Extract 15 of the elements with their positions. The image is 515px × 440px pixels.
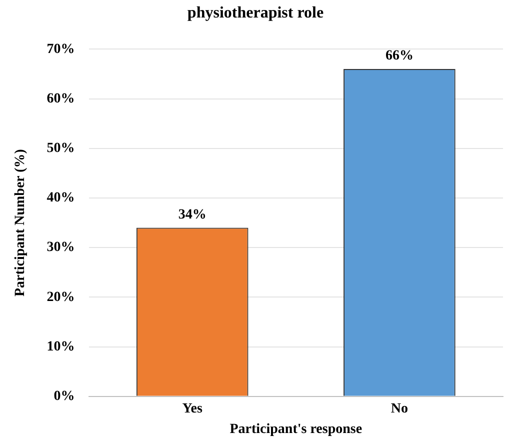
y-axis-title: Participant Number (%) <box>13 148 28 297</box>
y-tick-label: 30% <box>46 240 75 256</box>
y-tick-label: 0% <box>54 389 75 404</box>
x-tick-label: No <box>390 401 408 416</box>
y-tick-label: 20% <box>46 290 75 305</box>
x-axis-title: Participant's response <box>230 422 362 438</box>
chart-title: physiotherapist role <box>187 4 324 22</box>
y-tick-label: 40% <box>46 190 75 206</box>
data-label: 66% <box>385 48 414 64</box>
y-tick-label: 10% <box>46 339 75 354</box>
y-tick-label: 70% <box>46 42 75 57</box>
y-tick-label: 50% <box>46 141 75 156</box>
y-tick-label: 60% <box>46 91 75 106</box>
data-label: 34% <box>178 207 206 222</box>
x-tick-label: Yes <box>182 401 204 416</box>
